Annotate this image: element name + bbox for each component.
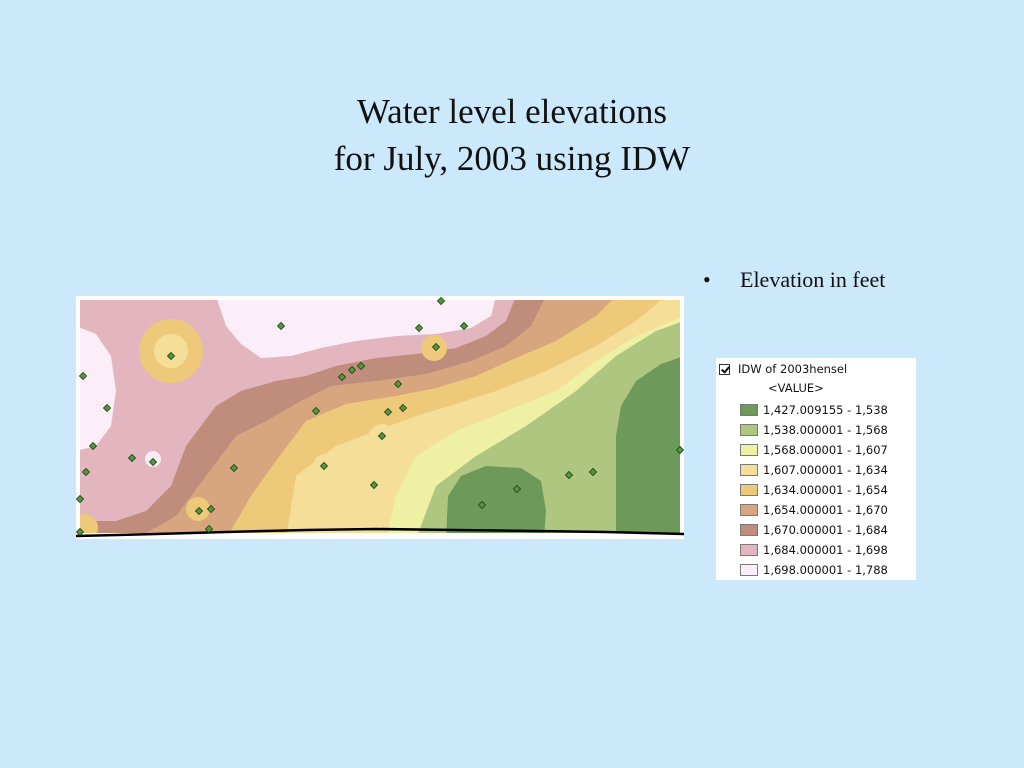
well-point bbox=[347, 365, 357, 375]
legend-swatch bbox=[740, 564, 758, 576]
well-point bbox=[377, 431, 387, 441]
well-point bbox=[148, 457, 158, 467]
well-point bbox=[166, 351, 176, 361]
legend-swatch bbox=[740, 524, 758, 536]
legend-class-item: 1,568.000001 - 1,607 bbox=[740, 440, 888, 460]
legend-swatch bbox=[740, 464, 758, 476]
legend-class-item: 1,634.000001 - 1,654 bbox=[740, 480, 888, 500]
well-point bbox=[369, 480, 379, 490]
zone-ring-a-core bbox=[154, 334, 188, 368]
well-point bbox=[459, 321, 469, 331]
well-point bbox=[81, 467, 91, 477]
legend-swatch bbox=[740, 504, 758, 516]
well-point bbox=[276, 321, 286, 331]
well-point bbox=[76, 527, 85, 537]
legend-class-label: 1,538.000001 - 1,568 bbox=[763, 423, 888, 437]
well-point bbox=[431, 342, 441, 352]
well-point bbox=[675, 445, 684, 455]
zone-1427-1538-south bbox=[446, 466, 546, 533]
bullet-marker: • bbox=[703, 267, 711, 292]
legend-field-label: <VALUE> bbox=[768, 381, 824, 395]
well-point bbox=[204, 524, 214, 534]
legend-class-label: 1,654.000001 - 1,670 bbox=[763, 503, 888, 517]
title-line-2: for July, 2003 using IDW bbox=[333, 139, 691, 178]
well-point bbox=[436, 296, 446, 306]
zone-1698-1788-west bbox=[80, 327, 116, 450]
legend-class-item: 1,684.000001 - 1,698 bbox=[740, 540, 888, 560]
well-point bbox=[206, 504, 216, 514]
well-point bbox=[88, 441, 98, 451]
slide-title: Water level elevations for July, 2003 us… bbox=[0, 88, 1024, 182]
legend-swatch bbox=[740, 424, 758, 436]
well-point bbox=[127, 453, 137, 463]
map-bottom-border bbox=[76, 527, 684, 538]
well-points bbox=[76, 296, 684, 537]
idw-map-canvas bbox=[76, 296, 684, 539]
well-point bbox=[414, 323, 424, 333]
well-point bbox=[564, 470, 574, 480]
legend-layer-name: IDW of 2003hensel bbox=[738, 362, 848, 376]
legend-class-label: 1,568.000001 - 1,607 bbox=[763, 443, 888, 457]
zone-ring-h bbox=[80, 514, 98, 533]
zone-1698-1788 bbox=[217, 300, 495, 358]
legend-swatch bbox=[740, 444, 758, 456]
well-point bbox=[229, 463, 239, 473]
title-line-1: Water level elevations bbox=[356, 92, 668, 131]
legend-swatch bbox=[740, 404, 758, 416]
well-point bbox=[337, 372, 347, 382]
legend-swatch bbox=[740, 544, 758, 556]
legend-layer-row[interactable]: IDW of 2003hensel bbox=[719, 361, 847, 377]
legend-class-item: 1,538.000001 - 1,568 bbox=[740, 420, 888, 440]
legend-class-label: 1,698.000001 - 1,788 bbox=[763, 563, 888, 577]
legend-class-label: 1,607.000001 - 1,634 bbox=[763, 463, 888, 477]
well-point bbox=[194, 506, 204, 516]
legend-class-item: 1,427.009155 - 1,538 bbox=[740, 400, 888, 420]
legend-class-label: 1,634.000001 - 1,654 bbox=[763, 483, 888, 497]
legend-swatch bbox=[740, 484, 758, 496]
well-point bbox=[102, 403, 112, 413]
zone-1427-1538-east bbox=[616, 357, 680, 533]
well-point bbox=[477, 500, 487, 510]
bullet-text: Elevation in feet bbox=[740, 267, 886, 292]
legend-class-label: 1,427.009155 - 1,538 bbox=[763, 403, 888, 417]
well-point bbox=[356, 361, 366, 371]
bullet-item: • Elevation in feet bbox=[703, 267, 885, 293]
well-point bbox=[393, 379, 403, 389]
legend: IDW of 2003hensel <VALUE> 1,427.009155 -… bbox=[716, 358, 916, 580]
well-point bbox=[78, 371, 88, 381]
legend-class-item: 1,670.000001 - 1,684 bbox=[740, 520, 888, 540]
legend-class-label: 1,670.000001 - 1,684 bbox=[763, 523, 888, 537]
layer-visibility-checkbox[interactable] bbox=[719, 363, 730, 375]
well-point bbox=[76, 494, 85, 504]
legend-class-item: 1,654.000001 - 1,670 bbox=[740, 500, 888, 520]
well-point bbox=[512, 484, 522, 494]
well-point bbox=[398, 403, 408, 413]
legend-class-label: 1,684.000001 - 1,698 bbox=[763, 543, 888, 557]
legend-class-item: 1,607.000001 - 1,634 bbox=[740, 460, 888, 480]
well-point bbox=[588, 467, 598, 477]
raster-zones bbox=[80, 300, 680, 533]
well-point bbox=[311, 406, 321, 416]
well-point bbox=[383, 407, 393, 417]
well-point bbox=[319, 461, 329, 471]
legend-class-item: 1,698.000001 - 1,788 bbox=[740, 560, 888, 580]
idw-map bbox=[76, 296, 684, 539]
legend-class-list: 1,427.009155 - 1,538 1,538.000001 - 1,568… bbox=[740, 400, 888, 580]
